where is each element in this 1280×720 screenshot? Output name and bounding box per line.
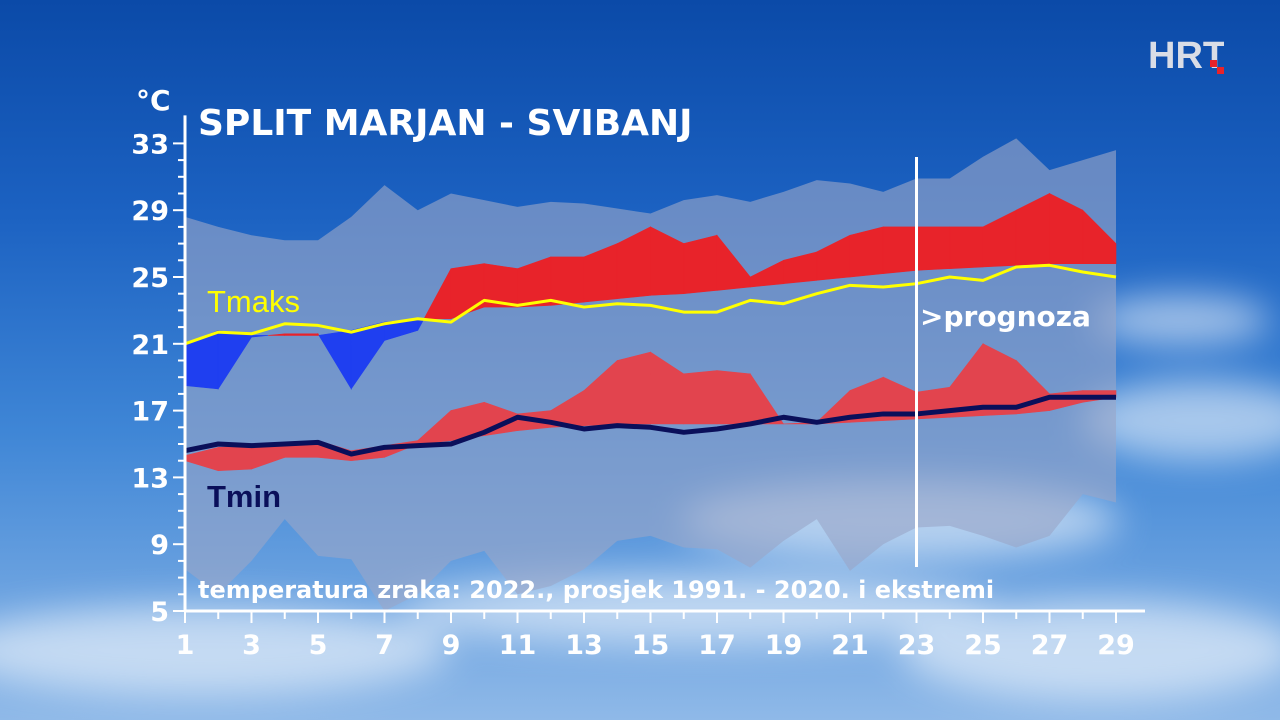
x-tick-label: 1 <box>176 630 195 661</box>
y-tick-label: 25 <box>131 263 169 294</box>
x-tick-label: 21 <box>831 630 869 661</box>
x-tick-label: 29 <box>1097 630 1135 661</box>
x-tick-label: 27 <box>1031 630 1069 661</box>
tmin-warm-anomaly <box>683 370 718 425</box>
unit-label: °C <box>136 84 171 117</box>
x-tick-label: 7 <box>375 630 394 661</box>
x-tick-label: 23 <box>898 630 936 661</box>
x-tick-label: 9 <box>442 630 461 661</box>
tmin-warm-anomaly <box>716 370 751 425</box>
tmaks-warm-anomaly <box>683 234 718 295</box>
anomaly-layer <box>184 193 1117 472</box>
tmaks-warm-anomaly <box>882 226 917 274</box>
y-tick-label: 13 <box>131 463 169 494</box>
x-tick-label: 17 <box>698 630 736 661</box>
tmaks-warm-anomaly <box>949 226 984 269</box>
y-tick-label: 17 <box>131 397 169 428</box>
x-tick-label: 13 <box>565 630 603 661</box>
y-tick-label: 5 <box>150 597 169 628</box>
tmin-warm-anomaly <box>616 351 651 425</box>
series-label-tmaks: Tmaks <box>207 284 300 319</box>
y-tick-label: 33 <box>131 129 169 160</box>
x-tick-label: 19 <box>765 630 803 661</box>
tmaks-warm-anomaly <box>1082 209 1117 264</box>
tmaks-cold-anomaly <box>251 335 269 338</box>
logo-text: HRT <box>1148 36 1224 74</box>
tmaks-warm-anomaly <box>317 332 320 336</box>
forecast-label: >prognoza <box>920 300 1091 333</box>
series-label-tmin: Tmin <box>207 479 281 514</box>
chart-subtitle: temperatura zraka: 2022., prosjek 1991. … <box>198 576 994 604</box>
tmaks-warm-anomaly <box>284 333 319 336</box>
y-tick-label: 21 <box>131 330 169 361</box>
x-tick-label: 15 <box>632 630 670 661</box>
tmin-warm-anomaly <box>749 372 785 425</box>
chart-title: SPLIT MARJAN - SVIBANJ <box>198 103 693 144</box>
tmaks-warm-anomaly <box>916 226 951 271</box>
hrt-logo: HRT <box>1148 36 1224 74</box>
tmaks-warm-anomaly <box>849 226 884 278</box>
tmaks-line <box>184 263 1117 346</box>
y-tick-label: 29 <box>131 196 169 227</box>
tmin-line <box>184 394 1116 457</box>
x-tick-label: 11 <box>499 630 537 661</box>
x-tick-label: 3 <box>242 630 261 661</box>
y-tick-label: 9 <box>150 530 169 561</box>
tmin-warm-anomaly <box>217 445 252 472</box>
x-tick-label: 5 <box>309 630 328 661</box>
x-tick-label: 25 <box>964 630 1002 661</box>
tmaks-warm-anomaly <box>550 256 585 306</box>
series-lines-layer <box>184 263 1117 457</box>
